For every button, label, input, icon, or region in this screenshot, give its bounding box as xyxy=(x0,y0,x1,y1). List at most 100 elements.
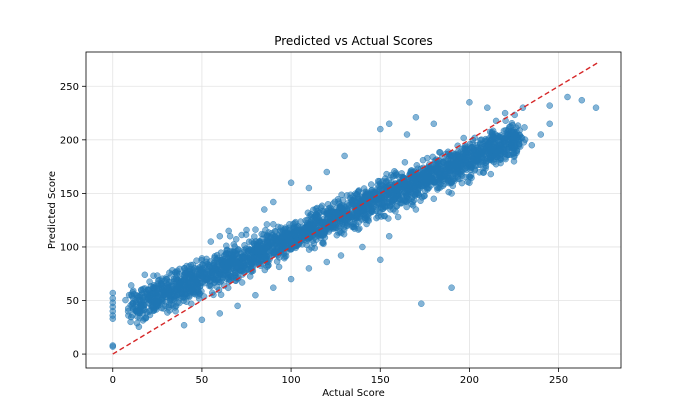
scatter-point xyxy=(291,227,299,235)
scatter-point xyxy=(275,263,283,271)
scatter-point xyxy=(369,208,376,215)
scatter-point xyxy=(303,227,311,234)
scatter-point xyxy=(252,226,259,233)
scatter-point xyxy=(214,274,222,282)
scatter-point xyxy=(348,213,355,220)
scatter-point xyxy=(501,109,509,117)
scatter-point xyxy=(445,179,453,187)
scatter-point xyxy=(338,191,345,199)
scatter-point xyxy=(412,114,420,121)
scatter-point xyxy=(332,221,340,229)
scatter-point xyxy=(546,102,553,109)
scatter-point xyxy=(367,181,375,188)
scatter-point xyxy=(324,211,332,219)
scatter-point xyxy=(412,192,419,199)
scatter-point xyxy=(592,104,600,111)
scatter-point xyxy=(172,302,180,310)
scatter-point xyxy=(206,282,213,290)
scatter-point xyxy=(335,210,343,218)
scatter-point xyxy=(502,139,509,146)
scatter-point xyxy=(475,148,483,155)
scatter-point xyxy=(480,169,488,176)
scatter-point xyxy=(466,179,473,186)
scatter-point xyxy=(109,342,117,349)
scatter-point xyxy=(141,271,149,279)
scatter-point xyxy=(272,235,279,243)
scatter-point xyxy=(467,172,475,179)
scatter-point xyxy=(319,207,327,215)
scatter-point xyxy=(429,176,437,183)
scatter-point xyxy=(166,269,173,277)
scatter-point xyxy=(362,216,369,224)
scatter-point xyxy=(319,239,326,247)
scatter-point xyxy=(343,192,351,199)
scatter-point xyxy=(150,272,157,280)
scatter-point xyxy=(510,158,518,165)
data-points xyxy=(109,93,600,350)
scatter-point xyxy=(413,162,421,169)
scatter-point xyxy=(250,255,258,262)
scatter-point xyxy=(411,172,418,179)
scatter-point xyxy=(521,124,528,131)
scatter-point xyxy=(130,287,137,295)
scatter-point xyxy=(150,290,157,298)
scatter-point xyxy=(141,315,148,322)
scatter-point xyxy=(424,154,431,162)
y-tick-label: 0 xyxy=(73,350,79,361)
scatter-point xyxy=(125,312,132,319)
scatter-point xyxy=(230,252,237,260)
scatter-point xyxy=(412,206,420,213)
scatter-point xyxy=(385,232,393,240)
scatter-point xyxy=(256,245,263,253)
scatter-point xyxy=(377,256,384,264)
scatter-point xyxy=(270,198,277,206)
reference-line xyxy=(112,62,599,355)
scatter-point xyxy=(154,299,162,306)
scatter-point xyxy=(261,252,268,260)
scatter-point xyxy=(232,274,239,282)
scatter-point xyxy=(211,253,219,260)
scatter-point xyxy=(349,201,357,208)
scatter-point xyxy=(280,239,288,247)
scatter-point xyxy=(302,217,309,224)
x-tick-label: 150 xyxy=(371,375,390,386)
scatter-point xyxy=(492,160,500,168)
scatter-point xyxy=(305,265,313,272)
scatter-point xyxy=(305,246,313,253)
scatter-point xyxy=(172,275,180,282)
scatter-point xyxy=(360,185,368,192)
scatter-point xyxy=(382,177,390,185)
scatter-point xyxy=(188,286,195,293)
scatter-point xyxy=(390,196,397,204)
x-axis-label: Actual Score xyxy=(322,388,385,399)
scatter-point xyxy=(392,208,399,215)
scatter-point xyxy=(242,231,250,238)
scatter-point xyxy=(448,190,455,197)
scatter-point xyxy=(331,198,339,206)
scatter-point xyxy=(198,256,205,264)
scatter-point xyxy=(250,240,257,247)
scatter-point xyxy=(216,232,224,240)
scatter-point xyxy=(270,284,277,291)
scatter-point xyxy=(460,134,467,142)
x-tick-label: 50 xyxy=(196,375,209,386)
scatter-point xyxy=(305,184,313,192)
plot-frame xyxy=(85,51,622,369)
scatter-point xyxy=(195,295,203,302)
scatter-point xyxy=(528,141,536,149)
scatter-point xyxy=(497,156,505,163)
scatter-point xyxy=(448,284,455,291)
scatter-point xyxy=(233,263,241,270)
scatter-point xyxy=(363,191,370,198)
scatter-point xyxy=(469,143,476,151)
scatter-point xyxy=(146,278,153,285)
scatter-point xyxy=(335,229,342,236)
scatter-point xyxy=(430,120,438,128)
scatter-point xyxy=(232,236,240,243)
scatter-point xyxy=(133,294,141,302)
y-tick-label: 100 xyxy=(60,242,79,253)
scatter-point xyxy=(211,264,219,271)
scatter-point xyxy=(546,120,553,128)
scatter-point xyxy=(337,252,345,259)
